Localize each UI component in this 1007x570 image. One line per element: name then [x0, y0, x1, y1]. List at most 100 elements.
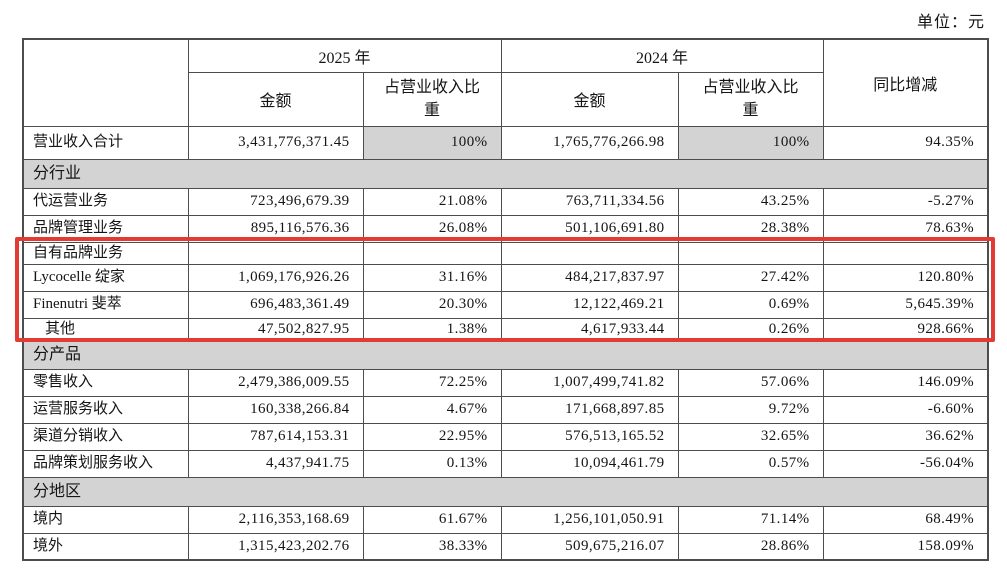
- yoy-change: -56.04%: [822, 449, 989, 478]
- row-label: 运营服务收入: [22, 395, 189, 424]
- yoy-change: -5.27%: [822, 187, 989, 216]
- amount-2024: 4,617,933.44: [500, 317, 679, 341]
- amount-2025: 696,483,361.49: [187, 290, 364, 319]
- row-label: Finenutri 斐萃: [22, 290, 189, 319]
- section-row: 分行业: [22, 158, 989, 189]
- share-2024: 27.42%: [677, 263, 824, 292]
- share-2024: 9.72%: [677, 395, 824, 424]
- share-2024: 43.25%: [677, 187, 824, 216]
- amount-2025: 1,069,176,926.26: [187, 263, 364, 292]
- amount-2024-header: 金额: [500, 71, 679, 127]
- share-2024: 0.26%: [677, 317, 824, 341]
- table-header-measures: 金额 占营业收入比重 金额 占营业收入比重: [23, 71, 988, 127]
- section-label: 分产品: [22, 339, 989, 370]
- amount-2024: 10,094,461.79: [500, 449, 679, 478]
- amount-2025: 895,116,576.36: [187, 214, 364, 243]
- row-label: 境外: [22, 532, 189, 561]
- amount-2024: 1,256,101,050.91: [500, 505, 679, 534]
- share-2024: 71.14%: [677, 505, 824, 534]
- table-row: 自有品牌业务: [22, 241, 989, 265]
- share-2024: 0.57%: [677, 449, 824, 478]
- section-label: 分行业: [22, 158, 989, 189]
- amount-2024: 171,668,897.85: [500, 395, 679, 424]
- table-row: 其他 47,502,827.95 1.38% 4,617,933.44 0.26% 928…: [22, 317, 989, 341]
- row-label: 代运营业务: [22, 187, 189, 216]
- share-2024: 100%: [677, 125, 824, 160]
- unit-label: 单位：元: [916, 14, 985, 31]
- share-2024: 28.86%: [677, 532, 824, 561]
- share-2025: 72.25%: [362, 368, 502, 397]
- row-label: 品牌策划服务收入: [22, 449, 189, 478]
- share-2024: 57.06%: [677, 368, 824, 397]
- yoy-change: 120.80%: [822, 263, 989, 292]
- table-row: 营业收入合计 3,431,776,371.45 100% 1,765,776,266.…: [22, 125, 989, 160]
- row-label: 渠道分销收入: [22, 422, 189, 451]
- corner-cell: [22, 38, 189, 127]
- amount-2025: 4,437,941.75: [187, 449, 364, 478]
- row-label: 境内: [22, 505, 189, 534]
- share-2025: 1.38%: [362, 317, 502, 341]
- share-2025: 20.30%: [362, 290, 502, 319]
- amount-2024: 509,675,216.07: [500, 532, 679, 561]
- yoy-change: 158.09%: [822, 532, 989, 561]
- amount-2024: 1,007,499,741.82: [500, 368, 679, 397]
- table-row: 境内 2,116,353,168.69 61.67% 1,256,101,050.91…: [22, 505, 989, 534]
- table-row: 渠道分销收入 787,614,153.31 22.95% 576,513,165.52…: [22, 422, 989, 451]
- table-row: 品牌管理业务 895,116,576.36 26.08% 501,106,691.80…: [22, 214, 989, 243]
- section-row: 分产品: [22, 339, 989, 370]
- share-2025: 61.67%: [362, 505, 502, 534]
- amount-2024: 1,765,776,266.98: [500, 125, 679, 160]
- section-row: 分地区: [22, 476, 989, 507]
- row-label: 其他: [22, 317, 189, 341]
- amount-2024: 763,711,334.56: [500, 187, 679, 216]
- amount-2025: [187, 241, 364, 265]
- share-header-label: 占营业收入比重: [383, 78, 480, 119]
- row-label: 品牌管理业务: [22, 214, 189, 243]
- share-2025: [362, 241, 502, 265]
- share-2025: 100%: [362, 125, 502, 160]
- row-label: 零售收入: [22, 368, 189, 397]
- amount-2025: 47,502,827.95: [187, 317, 364, 341]
- share-2024: [677, 241, 824, 265]
- amount-2025: 2,479,386,009.55: [187, 368, 364, 397]
- yoy-change-header: 同比增减: [822, 38, 989, 127]
- share-2025: 31.16%: [362, 263, 502, 292]
- table-row: 运营服务收入 160,338,266.84 4.67% 171,668,897.85 9…: [22, 395, 989, 424]
- share-2024: 0.69%: [677, 290, 824, 319]
- amount-2025: 787,614,153.31: [187, 422, 364, 451]
- amount-2024: 501,106,691.80: [500, 214, 679, 243]
- share-2024-header: 占营业收入比重: [677, 71, 824, 127]
- amount-2025: 2,116,353,168.69: [187, 505, 364, 534]
- table-row: 零售收入 2,479,386,009.55 72.25% 1,007,499,741.…: [22, 368, 989, 397]
- share-2025: 22.95%: [362, 422, 502, 451]
- share-2025: 38.33%: [362, 532, 502, 561]
- yoy-change: 5,645.39%: [822, 290, 989, 319]
- amount-2025: 1,315,423,202.76: [187, 532, 364, 561]
- amount-2024: [500, 241, 679, 265]
- share-header-label: 占营业收入比重: [702, 78, 799, 119]
- share-2025: 26.08%: [362, 214, 502, 243]
- row-label: 自有品牌业务: [22, 241, 189, 265]
- table-header-years: 2025 年 2024 年 同比增减: [22, 38, 989, 127]
- yoy-change: 146.09%: [822, 368, 989, 397]
- share-2024: 28.38%: [677, 214, 824, 243]
- amount-2024: 484,217,837.97: [500, 263, 679, 292]
- table-row: 代运营业务 723,496,679.39 21.08% 763,711,334.56 4…: [22, 187, 989, 216]
- row-label: 营业收入合计: [22, 125, 189, 160]
- table-row: Finenutri 斐萃 696,483,361.49 20.30% 12,122,4…: [22, 290, 989, 319]
- yoy-change: 36.62%: [822, 422, 989, 451]
- share-2025-header: 占营业收入比重: [362, 71, 502, 127]
- amount-2025: 160,338,266.84: [187, 395, 364, 424]
- table-body: 营业收入合计 3,431,776,371.45 100% 1,765,776,266.…: [22, 125, 989, 561]
- amount-2024: 576,513,165.52: [500, 422, 679, 451]
- yoy-change: -6.60%: [822, 395, 989, 424]
- row-label: Lycocelle 绽家: [22, 263, 189, 292]
- table-row: Lycocelle 绽家 1,069,176,926.26 31.16% 484,21…: [22, 263, 989, 292]
- revenue-breakdown-table: 2025 年 2024 年 同比增减 金额 占营业收入比重 金额 占营业收入比重…: [22, 38, 990, 561]
- amount-2025: 3,431,776,371.45: [187, 125, 364, 160]
- yoy-change: [822, 241, 989, 265]
- share-2024: 32.65%: [677, 422, 824, 451]
- year-2024-header: 2024 年: [500, 38, 824, 73]
- yoy-change: 928.66%: [822, 317, 989, 341]
